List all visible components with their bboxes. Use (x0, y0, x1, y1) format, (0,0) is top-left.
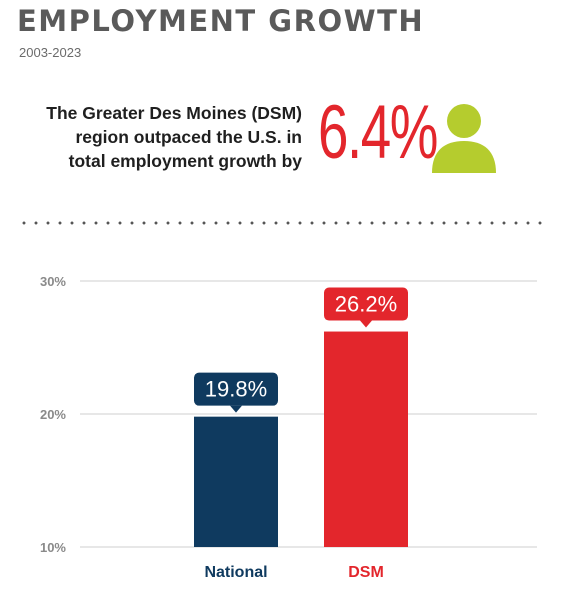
data-label-bubble (194, 372, 278, 406)
y-tick-label: 30% (40, 274, 66, 289)
callout-line-3: total employment growth by (68, 151, 302, 171)
bar-chart: 30% 20% 10% 19.8% National 26.2% DSM (40, 274, 537, 581)
y-tick-label: 10% (40, 540, 66, 555)
page-title: EMPLOYMENT GROWTH (17, 4, 425, 38)
data-label-bubble (324, 287, 408, 321)
date-range: 2003-2023 (19, 45, 82, 60)
callout-line-1: The Greater Des Moines (DSM) (46, 103, 302, 123)
growth-difference-value: 6.4% (318, 90, 438, 175)
bar (194, 416, 278, 547)
person-icon (432, 104, 496, 173)
callout-line-2: region outpaced the U.S. in (75, 127, 302, 147)
dotted-divider (18, 220, 544, 226)
data-label: 26.2% (335, 292, 397, 317)
callout-text: The Greater Des Moines (DSM) region outp… (46, 101, 302, 173)
data-label-pointer (230, 405, 242, 413)
data-label: 19.8% (205, 377, 267, 402)
y-tick-label: 20% (40, 407, 66, 422)
category-label: DSM (348, 564, 384, 581)
data-label-pointer (360, 320, 372, 328)
category-label: National (204, 564, 267, 581)
bar (324, 331, 408, 547)
